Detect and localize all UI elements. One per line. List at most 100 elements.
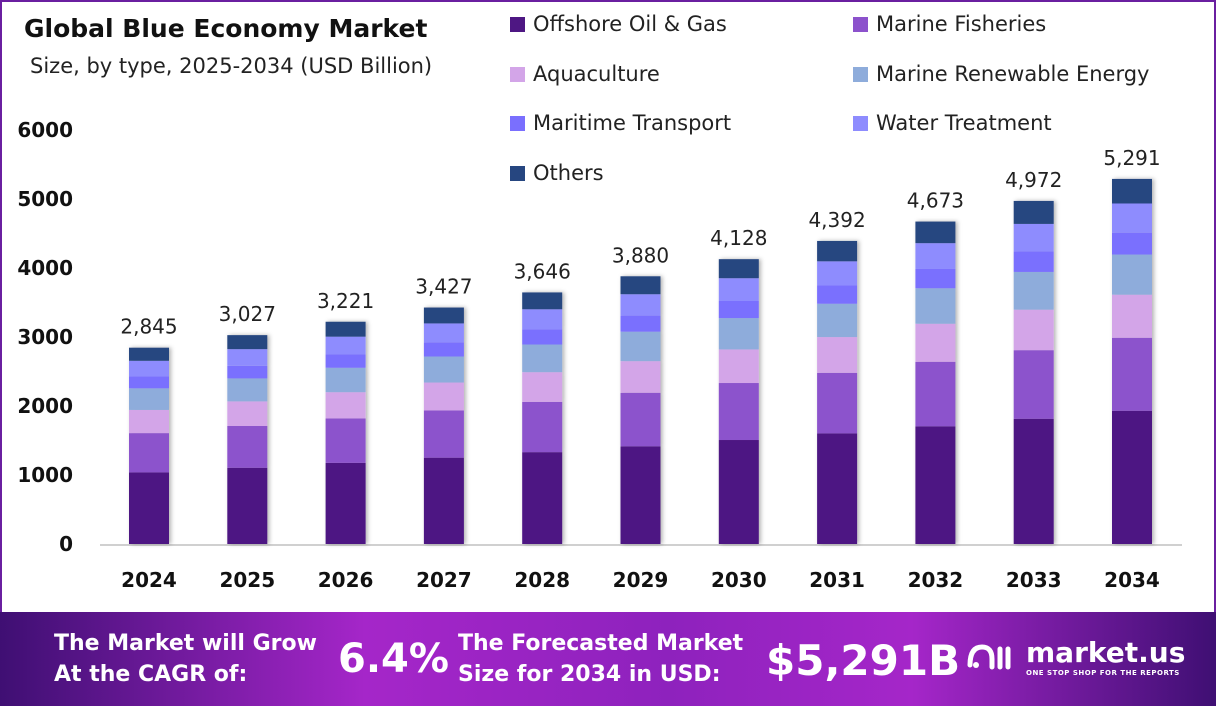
- bar-segment-offshore-oil-gas-2032: [915, 426, 956, 544]
- bar-stack-2030: [718, 259, 759, 544]
- bar-segment-marine-fisheries-2028: [522, 401, 563, 453]
- bar-segment-aquaculture-2029: [620, 361, 661, 393]
- legend-swatch: [510, 115, 525, 131]
- bar-segment-maritime-transport-2030: [718, 300, 759, 319]
- total-data-label: 2,845: [120, 315, 177, 339]
- bar-segment-offshore-oil-gas-2031: [817, 433, 858, 544]
- bar-segment-maritime-transport-2028: [522, 329, 563, 345]
- legend-swatch: [510, 16, 525, 32]
- bar-stack-2033: [1013, 200, 1054, 544]
- bar-segment-marine-fisheries-2030: [718, 383, 759, 441]
- bar-segment-marine-fisheries-2026: [325, 418, 366, 463]
- total-data-label: 4,673: [907, 189, 964, 213]
- bar-segment-offshore-oil-gas-2027: [423, 457, 464, 544]
- bar-segment-marine-renewable-energy-2024: [129, 388, 169, 410]
- legend-item: Marine Renewable Energy: [853, 62, 1149, 86]
- bar-segment-marine-fisheries-2027: [423, 410, 464, 458]
- total-data-label: 4,972: [1005, 168, 1062, 192]
- bar-segment-marine-fisheries-2032: [915, 361, 956, 427]
- legend-swatch: [853, 115, 868, 131]
- legend-label: Offshore Oil & Gas: [533, 12, 727, 36]
- bar-segment-water-treatment-2031: [817, 261, 858, 286]
- bar-segment-marine-renewable-energy-2028: [522, 344, 563, 373]
- total-data-label: 4,128: [710, 226, 767, 250]
- legend-swatch: [510, 66, 525, 82]
- legend-swatch: [510, 165, 525, 181]
- total-data-label: 3,427: [415, 275, 472, 299]
- x-tick-label: 2024: [121, 568, 177, 592]
- bar-segment-maritime-transport-2026: [325, 354, 366, 368]
- total-data-label: 3,880: [612, 243, 669, 267]
- bar-segment-maritime-transport-2024: [129, 376, 169, 389]
- bar-segment-others-2032: [915, 221, 956, 244]
- bar-stack-2028: [522, 292, 563, 544]
- bar-segment-marine-renewable-energy-2034: [1112, 254, 1152, 295]
- y-tick-label: 6000: [17, 118, 73, 142]
- bar-segment-marine-renewable-energy-2032: [915, 288, 956, 324]
- bar-stack-2027: [423, 307, 464, 544]
- y-tick-label: 4000: [17, 256, 73, 280]
- total-data-label: 3,221: [317, 289, 374, 313]
- bar-segment-aquaculture-2024: [129, 409, 169, 434]
- cagr-label: The Market will Grow At the CAGR of:: [54, 628, 317, 690]
- bar-segment-others-2034: [1112, 178, 1152, 204]
- legend-item: Marine Fisheries: [853, 12, 1046, 36]
- bar-segment-water-treatment-2027: [423, 323, 464, 343]
- x-tick-label: 2025: [219, 568, 275, 592]
- legend-label: Aquaculture: [533, 62, 660, 86]
- bar-segment-water-treatment-2029: [620, 294, 661, 316]
- total-data-label: 3,646: [514, 259, 571, 283]
- legend-swatch: [853, 16, 868, 32]
- bar-segment-marine-fisheries-2025: [227, 426, 268, 468]
- bar-segment-water-treatment-2032: [915, 243, 956, 269]
- y-tick-label: 0: [59, 532, 73, 556]
- x-tick-label: 2026: [318, 568, 374, 592]
- legend-label: Water Treatment: [876, 111, 1052, 135]
- bar-segment-water-treatment-2028: [522, 309, 563, 330]
- bar-stack-2025: [227, 335, 268, 544]
- bar-segment-marine-renewable-energy-2029: [620, 331, 661, 362]
- x-tick-label: 2030: [711, 568, 767, 592]
- bar-segment-others-2030: [718, 259, 759, 279]
- bar-segment-marine-renewable-energy-2027: [423, 356, 464, 383]
- legend-swatch: [853, 66, 868, 82]
- y-tick-label: 3000: [17, 325, 73, 349]
- bar-segment-offshore-oil-gas-2029: [620, 446, 661, 544]
- bar-segment-others-2024: [129, 347, 169, 361]
- bar-segment-aquaculture-2031: [817, 337, 858, 373]
- legend-label: Marine Fisheries: [876, 12, 1047, 36]
- forecast-value: $5,291B: [766, 636, 961, 685]
- cagr-value: 6.4%: [338, 636, 449, 682]
- bar-segment-offshore-oil-gas-2026: [325, 462, 366, 544]
- bar-segment-others-2028: [522, 292, 563, 310]
- bar-segment-marine-fisheries-2029: [620, 392, 661, 447]
- bar-segment-marine-renewable-energy-2031: [817, 303, 858, 338]
- bar-segment-marine-renewable-energy-2026: [325, 367, 366, 393]
- bar-segment-water-treatment-2025: [227, 349, 268, 366]
- bar-segment-maritime-transport-2034: [1112, 232, 1152, 255]
- bar-segment-others-2027: [423, 307, 464, 324]
- bar-segment-maritime-transport-2032: [915, 268, 956, 289]
- legend-label: Maritime Transport: [533, 111, 732, 135]
- cagr-label-line2: At the CAGR of:: [54, 662, 248, 687]
- total-data-label: 4,392: [808, 208, 865, 232]
- bar-stack-2031: [817, 240, 858, 544]
- logo-name: market.us: [1026, 636, 1186, 669]
- forecast-label: The Forecasted Market Size for 2034 in U…: [458, 628, 743, 690]
- bar-segment-others-2026: [325, 321, 366, 337]
- bar-segment-aquaculture-2034: [1112, 294, 1152, 338]
- y-tick-label: 1000: [17, 463, 73, 487]
- legend-item: Aquaculture: [510, 62, 660, 86]
- bar-segment-maritime-transport-2031: [817, 285, 858, 304]
- bar-segment-offshore-oil-gas-2025: [227, 467, 268, 544]
- x-tick-label: 2033: [1006, 568, 1062, 592]
- bar-segment-water-treatment-2033: [1013, 223, 1054, 252]
- stacked-bar-chart: 0 1000 2000 3000 4000 5000 6000 2,845 2024 3,027 2…: [17, 118, 1182, 592]
- legend-item: Water Treatment: [853, 111, 1052, 135]
- bar-segment-maritime-transport-2029: [620, 315, 661, 332]
- bar-stack-2032: [915, 221, 956, 544]
- bar-segment-offshore-oil-gas-2024: [129, 472, 169, 544]
- bar-segment-aquaculture-2032: [915, 323, 956, 362]
- chart-subtitle: Size, by type, 2025-2034 (USD Billion): [30, 54, 433, 78]
